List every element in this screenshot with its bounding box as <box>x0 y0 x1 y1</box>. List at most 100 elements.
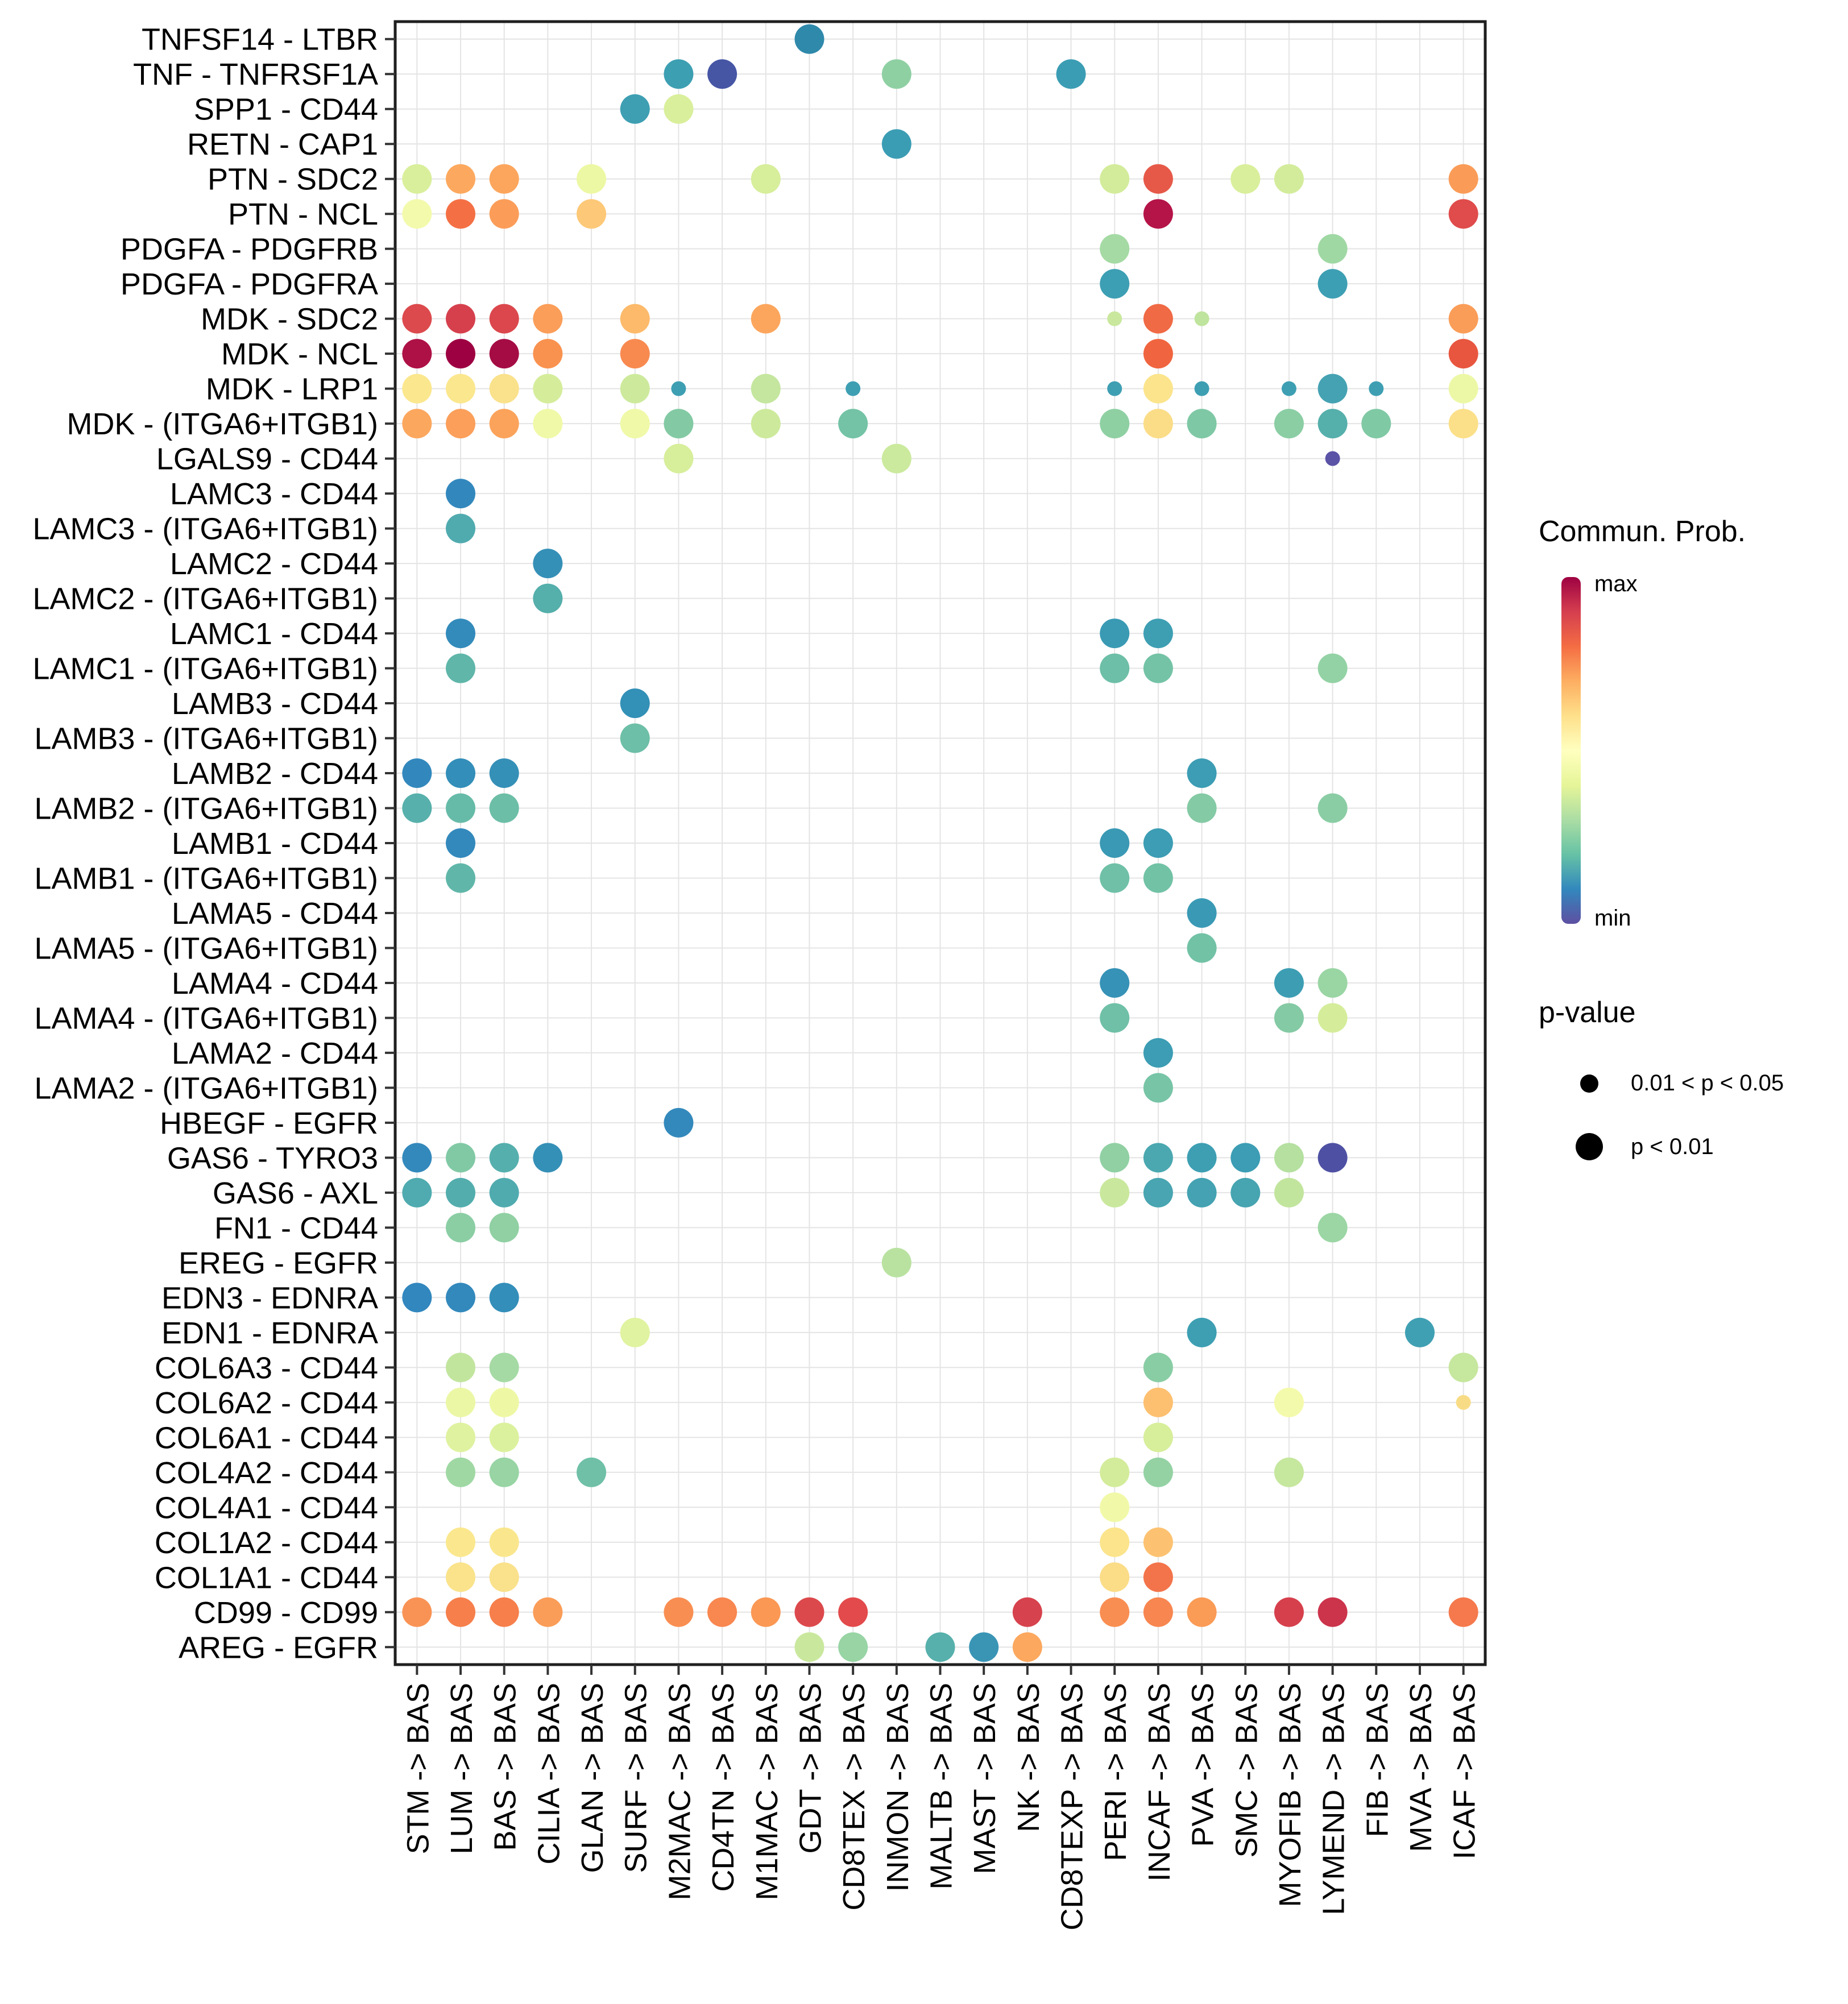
dot <box>1187 409 1217 439</box>
dot <box>1143 339 1173 369</box>
dot <box>489 199 519 229</box>
dot <box>838 1597 868 1627</box>
dot <box>1281 381 1296 396</box>
dot <box>446 513 476 543</box>
x-axis-label: LYMEND -> BAS <box>1317 1683 1351 1915</box>
dot <box>751 304 781 334</box>
x-axis-label: STM -> BAS <box>401 1683 435 1854</box>
y-axis-label: AREG - EGFR <box>179 1630 378 1665</box>
dot <box>1143 164 1173 194</box>
dot <box>1107 311 1122 326</box>
dot <box>1274 1003 1304 1033</box>
y-axis-label: LAMB3 - (ITGA6+ITGB1) <box>34 722 378 756</box>
dot <box>533 1143 563 1173</box>
dot <box>1187 1177 1217 1208</box>
x-axis-label: FIB -> BAS <box>1360 1683 1394 1837</box>
dot <box>925 1632 955 1662</box>
dot <box>489 1562 519 1592</box>
dot <box>620 723 650 753</box>
dot <box>1100 619 1130 649</box>
dot <box>1187 1317 1217 1347</box>
x-axis-label: INMON -> BAS <box>881 1683 915 1892</box>
dot <box>402 164 432 194</box>
dot <box>1230 1143 1261 1173</box>
pvalue-large-dot-icon <box>1576 1133 1603 1160</box>
dot <box>1274 1597 1304 1627</box>
dot <box>1230 1177 1261 1208</box>
dot <box>446 339 476 369</box>
dot <box>881 59 911 89</box>
dot <box>1100 1492 1130 1522</box>
dot <box>446 479 476 509</box>
dot <box>1448 374 1478 404</box>
dot <box>1230 164 1261 194</box>
dot <box>620 304 650 334</box>
dot <box>446 374 476 404</box>
colorbar-max-label: max <box>1594 571 1638 596</box>
y-axis-label: COL6A2 - CD44 <box>155 1386 378 1420</box>
dot <box>489 304 519 334</box>
y-axis-label: EDN1 - EDNRA <box>161 1316 378 1350</box>
dot <box>446 1387 476 1417</box>
x-axis-label: PVA -> BAS <box>1186 1683 1220 1847</box>
dot <box>1143 1562 1173 1592</box>
dot <box>533 409 563 439</box>
y-axis-label: SPP1 - CD44 <box>194 93 378 127</box>
dot <box>1012 1632 1042 1662</box>
dot <box>402 199 432 229</box>
dot <box>1012 1597 1042 1627</box>
pvalue-legend-title: p-value <box>1539 996 1636 1029</box>
x-axis-label: CD8TEXP -> BAS <box>1055 1683 1089 1931</box>
dot <box>664 59 694 89</box>
dot <box>446 1562 476 1592</box>
dot <box>402 1143 432 1173</box>
dot <box>1317 1003 1348 1033</box>
dot <box>446 863 476 893</box>
pvalue-legend-item: 0.01 < p < 0.05 <box>1558 1071 1784 1096</box>
dot <box>1143 304 1173 334</box>
dot <box>533 549 563 579</box>
dot <box>707 59 737 89</box>
dot <box>446 409 476 439</box>
dot <box>1143 1597 1173 1627</box>
x-axis-label: GDT -> BAS <box>793 1683 827 1854</box>
dot <box>620 688 650 719</box>
dot <box>446 758 476 789</box>
y-axis-label: HBEGF - EGFR <box>160 1106 378 1140</box>
dot <box>489 409 519 439</box>
dot <box>446 1422 476 1453</box>
dot <box>1143 1457 1173 1487</box>
dot <box>1100 1003 1130 1033</box>
x-axis-label: LUM -> BAS <box>445 1683 479 1854</box>
dot <box>1143 1527 1173 1557</box>
dot <box>402 374 432 404</box>
y-axis-label: PTN - SDC2 <box>208 163 378 197</box>
x-axis-label: ICAF -> BAS <box>1448 1683 1482 1860</box>
dot <box>1143 653 1173 683</box>
y-axis-label: MDK - (ITGA6+ITGB1) <box>67 407 378 441</box>
x-axis-label: GLAN -> BAS <box>575 1683 610 1873</box>
dot <box>489 164 519 194</box>
x-axis-label: MYOFIB -> BAS <box>1273 1683 1307 1907</box>
dot <box>402 793 432 823</box>
dot <box>446 1143 476 1173</box>
x-axis-label: CILIA -> BAS <box>532 1683 566 1865</box>
y-axis-label: MDK - SDC2 <box>201 302 378 337</box>
dot <box>1369 381 1384 396</box>
y-axis-label: LAMB3 - CD44 <box>172 687 378 721</box>
dot <box>1187 1597 1217 1627</box>
dot <box>1100 1562 1130 1592</box>
x-axis-label: M2MAC -> BAS <box>662 1683 697 1901</box>
dot <box>881 1247 911 1277</box>
dot <box>1448 409 1478 439</box>
dot <box>446 793 476 823</box>
dot <box>794 1597 824 1627</box>
y-axis-label: GAS6 - TYRO3 <box>167 1141 378 1175</box>
dot <box>533 583 563 613</box>
pvalue-small-label: 0.01 < p < 0.05 <box>1631 1071 1784 1096</box>
x-axis-label: MVA -> BAS <box>1404 1683 1438 1852</box>
dot <box>751 1597 781 1627</box>
dot <box>1143 828 1173 858</box>
dot <box>533 374 563 404</box>
pvalue-dot-wrap <box>1558 1074 1621 1093</box>
